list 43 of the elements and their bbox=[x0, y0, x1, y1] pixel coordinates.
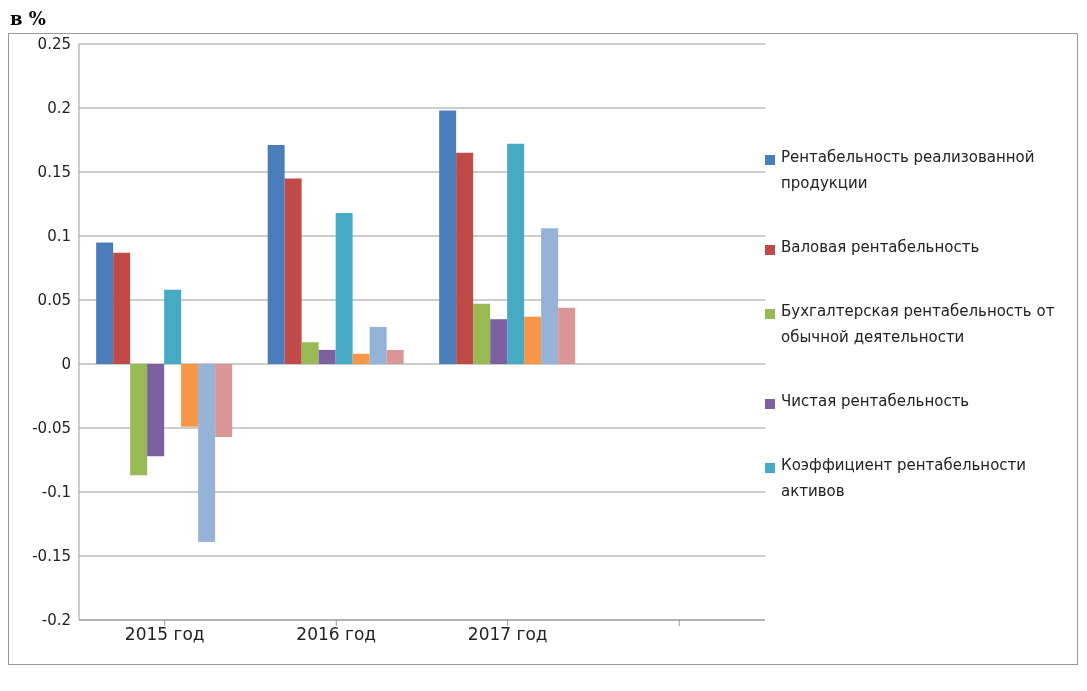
y-tick-label: -0.15 bbox=[32, 547, 71, 566]
bar bbox=[439, 110, 457, 364]
legend-label: Коэффициент рентабельности активов bbox=[781, 455, 1028, 502]
bar bbox=[267, 145, 285, 364]
legend-label: Чистая рентабельность bbox=[781, 391, 970, 412]
x-tick-label: 2016 год bbox=[296, 624, 377, 645]
y-tick-label: 0.25 bbox=[37, 35, 71, 54]
y-tick-label: 0.2 bbox=[47, 99, 71, 118]
x-tick-label: 2017 год bbox=[467, 624, 548, 645]
bar bbox=[113, 252, 131, 364]
y-tick-label: 0.1 bbox=[47, 227, 71, 246]
bar bbox=[147, 364, 165, 457]
bar bbox=[541, 228, 559, 364]
x-tick-label: 2015 год bbox=[124, 624, 205, 645]
legend-label: Валовая рентабельность bbox=[781, 237, 980, 258]
bar bbox=[215, 364, 233, 437]
bar bbox=[507, 143, 525, 364]
legend-label: Рентабельность реализованной продукции bbox=[781, 147, 1036, 194]
y-tick-label: -0.2 bbox=[41, 611, 71, 630]
bar bbox=[335, 212, 353, 364]
legend-label: Бухгалтерская рентабельность от обычной деятельности bbox=[781, 301, 1056, 348]
bar bbox=[386, 349, 404, 364]
bar bbox=[318, 349, 336, 364]
bar bbox=[284, 178, 302, 364]
bar bbox=[369, 326, 387, 364]
y-axis-title: в % bbox=[10, 8, 47, 29]
bar bbox=[352, 353, 370, 364]
bar bbox=[558, 307, 576, 364]
bar bbox=[198, 364, 216, 542]
bar bbox=[524, 316, 542, 364]
bar bbox=[473, 303, 491, 364]
bar bbox=[181, 364, 199, 427]
y-tick-label: -0.1 bbox=[41, 483, 71, 502]
bar bbox=[456, 152, 474, 364]
bar bbox=[164, 289, 182, 364]
y-tick-label: 0.05 bbox=[37, 291, 71, 310]
y-tick-label: -0.05 bbox=[32, 419, 71, 438]
y-tick-label: 0 bbox=[61, 355, 71, 374]
bar bbox=[130, 364, 148, 476]
bar bbox=[490, 319, 508, 364]
bar bbox=[301, 342, 319, 364]
y-tick-label: 0.15 bbox=[37, 163, 71, 182]
bar bbox=[96, 242, 114, 364]
